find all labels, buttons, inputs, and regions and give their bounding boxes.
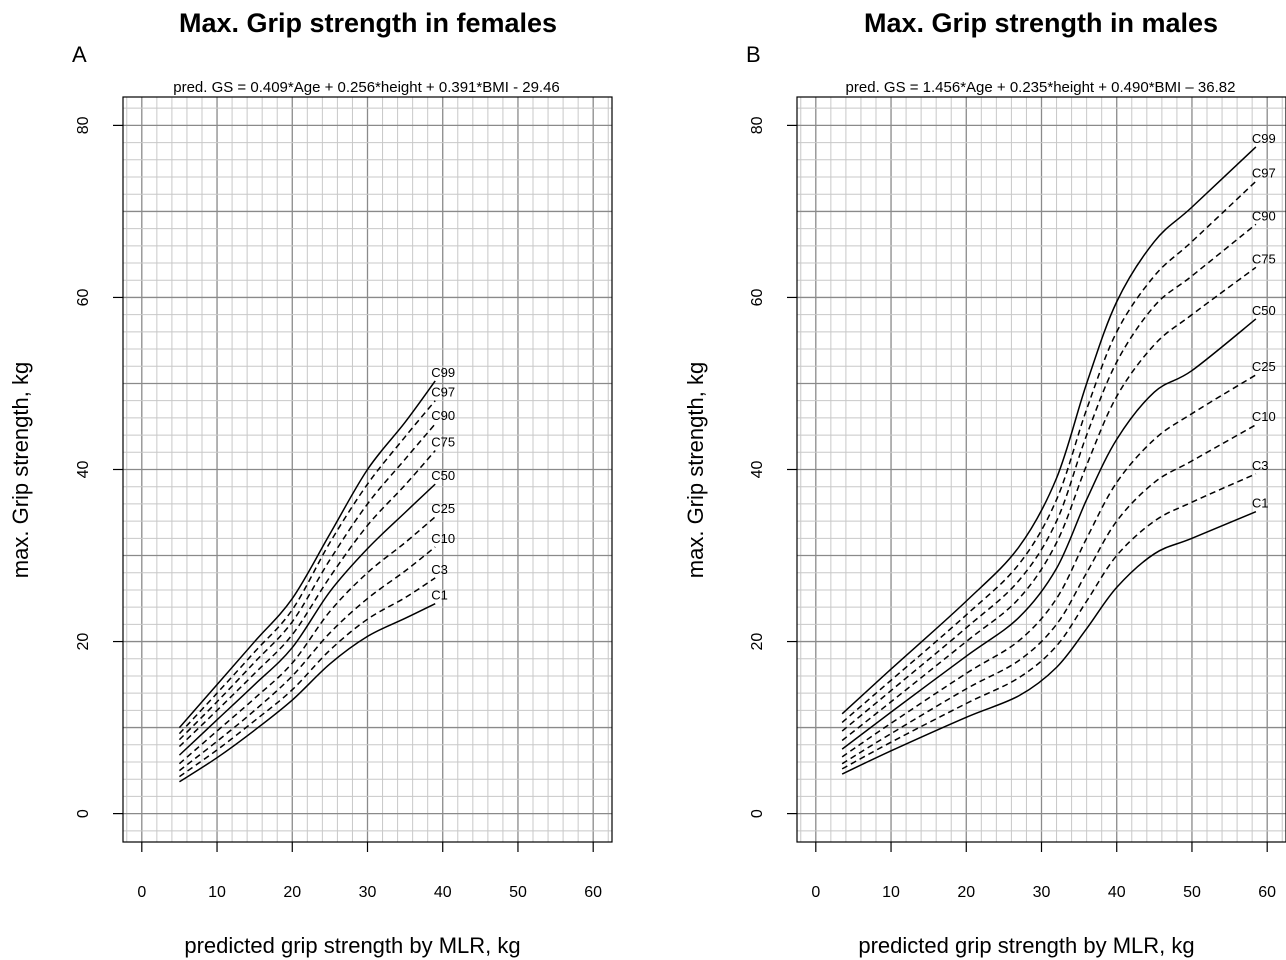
- curve-c10: [841, 424, 1257, 765]
- y-tick-label: 40: [75, 461, 92, 479]
- x-tick-label: 20: [957, 884, 975, 901]
- grid: [123, 97, 612, 842]
- curve-c75: [841, 266, 1257, 742]
- x-tick-label: 30: [359, 884, 377, 901]
- y-tick-label: 80: [75, 116, 92, 134]
- x-tick-label: 20: [283, 884, 301, 901]
- y-axis: 0 20 40 60 80: [749, 116, 797, 818]
- panel-letter: A: [72, 42, 87, 67]
- curve-c3: [178, 577, 436, 778]
- x-tick-label: 30: [1033, 884, 1051, 901]
- curve-label: C75: [431, 435, 455, 450]
- curve-c1: [179, 603, 436, 783]
- curve-c97: [841, 180, 1257, 723]
- curve-c97: [178, 400, 436, 735]
- y-axis-label: max. Grip strength, kg: [683, 362, 708, 578]
- curve-label: C3: [1252, 458, 1269, 473]
- x-axis-label: predicted grip strength by MLR, kg: [858, 933, 1194, 958]
- curve-label: C1: [1252, 496, 1269, 511]
- y-tick-label: 40: [749, 461, 766, 479]
- x-tick-label: 60: [584, 884, 602, 901]
- chart-title: Max. Grip strength in males: [864, 8, 1218, 38]
- x-tick-label: 40: [434, 884, 452, 901]
- curve-c3: [841, 473, 1257, 770]
- y-tick-label: 60: [75, 288, 92, 306]
- curve-c90: [841, 223, 1257, 732]
- curve-label: C10: [431, 531, 455, 546]
- curve-label: C97: [431, 385, 455, 400]
- curve-label: C90: [1252, 208, 1276, 223]
- curve-c50: [841, 318, 1257, 750]
- curve-label: C75: [1252, 251, 1276, 266]
- x-tick-label: 50: [509, 884, 527, 901]
- y-tick-label: 0: [75, 809, 92, 818]
- curve-c75: [178, 450, 436, 748]
- curve-label: C90: [431, 408, 455, 423]
- chart-panel-b: 0 10 20 30 40 50 60 0 20 40 60 80 Max. Grip strength…: [683, 8, 1286, 958]
- curve-label: C50: [431, 468, 455, 483]
- x-tick-label: 10: [208, 884, 226, 901]
- y-tick-label: 20: [75, 633, 92, 651]
- x-tick-label: 0: [811, 884, 820, 901]
- chart-panel-a: 0 10 20 30 40 50 60 0 20 40 60 80 Max. Grip strength…: [8, 8, 613, 958]
- curve-label: C10: [1252, 409, 1276, 424]
- y-axis-label: max. Grip strength, kg: [8, 362, 33, 578]
- y-tick-label: 60: [749, 288, 766, 306]
- curve-label: C3: [431, 562, 448, 577]
- curve-c99: [178, 380, 436, 729]
- x-tick-label: 60: [1258, 884, 1276, 901]
- x-tick-label: 0: [137, 884, 146, 901]
- curve-c25: [841, 374, 1257, 758]
- curve-label: C99: [1252, 131, 1276, 146]
- x-tick-label: 10: [882, 884, 900, 901]
- curve-label: C25: [1252, 359, 1276, 374]
- x-axis: 0 10 20 30 40 50 60: [811, 842, 1276, 901]
- chart-title: Max. Grip strength in females: [179, 8, 557, 38]
- percentile-curves: C1 C3 C10 C25 C50 C75 C90 C97 C99: [178, 365, 455, 783]
- x-tick-label: 40: [1108, 884, 1126, 901]
- curve-label: C97: [1252, 165, 1276, 180]
- curve-label: C50: [1252, 303, 1276, 318]
- x-axis-label: predicted grip strength by MLR, kg: [184, 933, 520, 958]
- curve-c1: [841, 510, 1257, 775]
- formula-subtitle: pred. GS = 1.456*Age + 0.235*height + 0.…: [846, 79, 1236, 96]
- x-tick-label: 50: [1183, 884, 1201, 901]
- curve-label: C1: [431, 588, 448, 603]
- curve-label: C25: [431, 501, 455, 516]
- curve-c50: [178, 483, 436, 756]
- panel-letter: B: [746, 42, 761, 67]
- formula-subtitle: pred. GS = 0.409*Age + 0.256*height + 0.…: [173, 79, 560, 96]
- y-tick-label: 80: [749, 116, 766, 134]
- x-axis: 0 10 20 30 40 50 60: [137, 842, 602, 901]
- grid: [797, 97, 1286, 842]
- curve-c99: [841, 146, 1257, 715]
- y-tick-label: 0: [749, 809, 766, 818]
- y-axis: 0 20 40 60 80: [75, 116, 123, 818]
- curve-c90: [178, 423, 436, 741]
- curve-c25: [178, 516, 436, 765]
- curve-label: C99: [431, 365, 455, 380]
- y-tick-label: 20: [749, 633, 766, 651]
- curve-c10: [178, 546, 436, 772]
- percentile-curves: C1 C3 C10 C25 C50 C75 C90 C97 C99: [841, 131, 1276, 775]
